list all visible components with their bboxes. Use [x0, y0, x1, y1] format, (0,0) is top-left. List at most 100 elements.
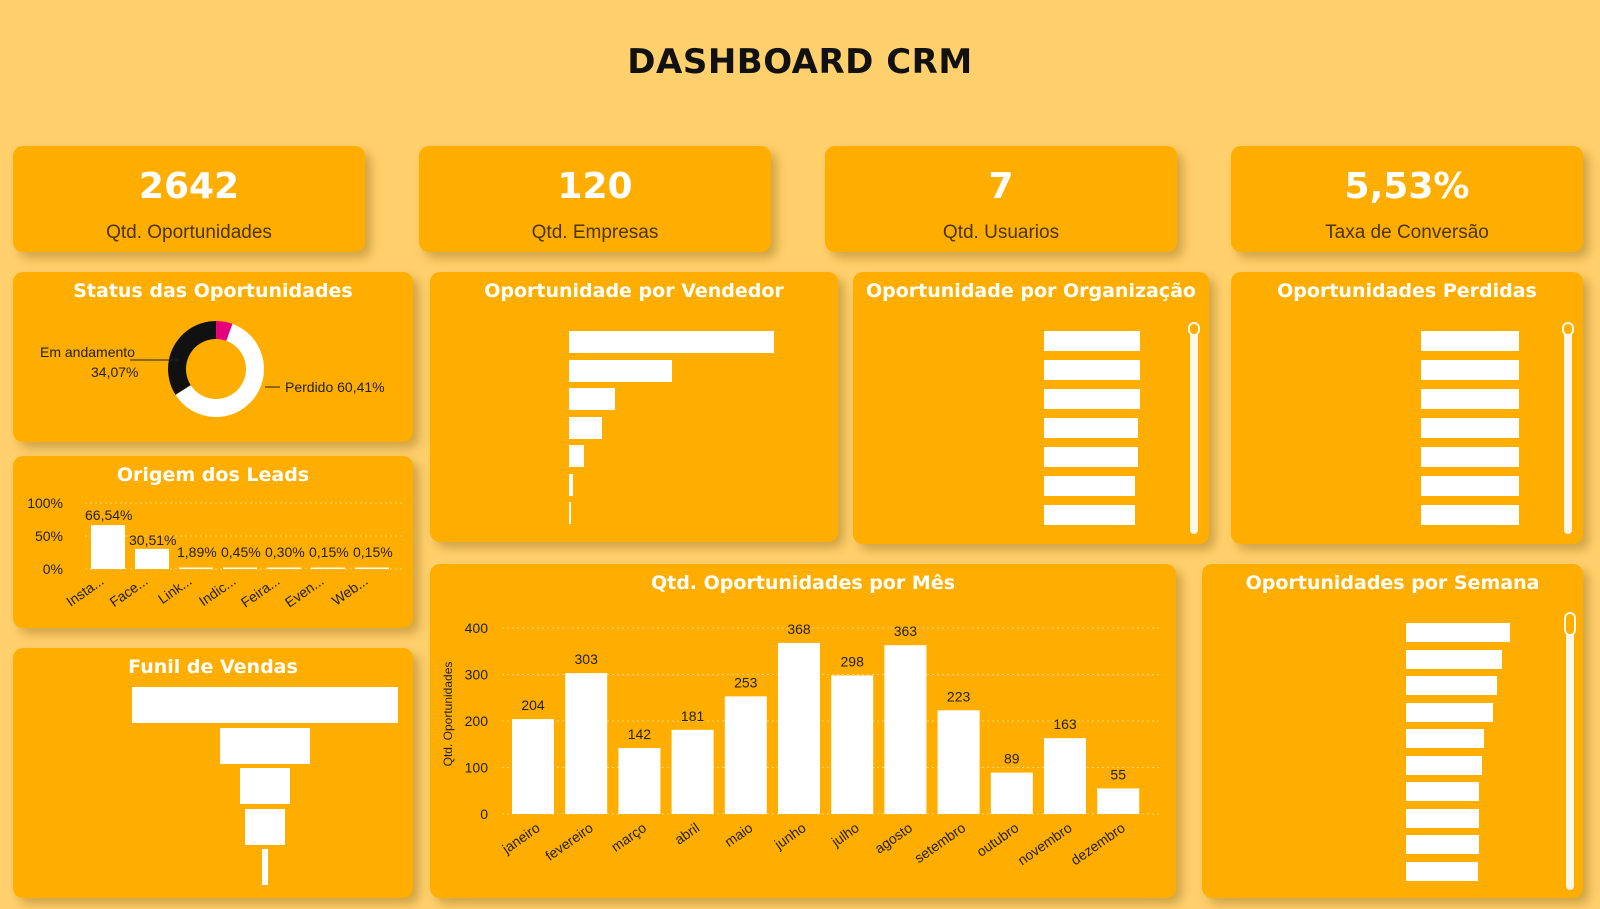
bar[interactable] — [1406, 861, 1478, 881]
lead-value-label: 0,30% — [265, 544, 305, 560]
funil-chart-card[interactable]: Funil de Vendas — [13, 648, 413, 898]
month-value-label: 363 — [894, 623, 918, 639]
lead-bar[interactable] — [179, 567, 213, 570]
bar[interactable] — [1421, 447, 1519, 467]
month-bar[interactable] — [990, 772, 1033, 814]
kpi-card-conversao[interactable]: 5,53% Taxa de Conversão — [1231, 146, 1583, 252]
month-bar[interactable] — [831, 675, 874, 814]
lead-category-label: Indic... — [196, 572, 239, 609]
bar[interactable] — [1044, 447, 1138, 467]
bar[interactable] — [1406, 649, 1503, 669]
status-chart-card[interactable]: Status das Oportunidades Em andamento 34… — [13, 272, 413, 442]
scroll-thumb[interactable] — [1562, 322, 1574, 336]
month-bar[interactable] — [618, 747, 661, 814]
month-bar[interactable] — [724, 696, 767, 814]
month-value-label: 163 — [1053, 716, 1077, 732]
bar[interactable] — [569, 473, 574, 496]
lead-bar[interactable] — [91, 525, 125, 569]
chart-title: Status das Oportunidades — [73, 280, 353, 302]
vendedor-chart-card[interactable]: Oportunidade por Vendedor — [430, 272, 838, 542]
bar[interactable] — [1406, 835, 1480, 854]
bar[interactable] — [569, 331, 774, 353]
bar[interactable] — [569, 502, 571, 524]
kpi-card-usuarios[interactable]: 7 Qtd. Usuarios — [825, 146, 1177, 252]
bar[interactable] — [569, 445, 585, 467]
lead-bar[interactable] — [267, 567, 301, 570]
month-category-label: abril — [671, 819, 702, 847]
month-bar[interactable] — [778, 642, 820, 814]
scroll-thumb[interactable] — [1564, 612, 1576, 636]
month-category-label: dezembro — [1068, 819, 1128, 868]
month-bar[interactable] — [512, 719, 554, 814]
bar[interactable] — [1421, 360, 1519, 380]
kpi-value: 2642 — [138, 166, 240, 207]
donut-label-andamento-value: 34,07% — [91, 364, 138, 380]
bar[interactable] — [1044, 360, 1140, 380]
bar[interactable] — [1421, 389, 1519, 409]
bar[interactable] — [1406, 755, 1483, 775]
bar[interactable] — [1421, 418, 1519, 438]
lead-bar[interactable] — [223, 567, 257, 570]
month-category-label: agosto — [872, 819, 916, 856]
organizacao-chart-card[interactable]: Oportunidade por Organização — [853, 272, 1209, 544]
bar[interactable] — [1421, 505, 1519, 525]
funnel-bar[interactable] — [132, 687, 398, 723]
month-value-label: 298 — [841, 653, 865, 669]
bar[interactable] — [1044, 505, 1136, 525]
month-value-label: 223 — [947, 688, 971, 704]
lead-bar[interactable] — [311, 567, 345, 570]
bar[interactable] — [569, 359, 673, 382]
kpi-card-oportunidades[interactable]: 2642 Qtd. Oportunidades — [13, 146, 365, 252]
donut-label-perdido: Perdido 60,41% — [285, 379, 385, 395]
lead-bar[interactable] — [135, 548, 169, 569]
month-bar[interactable] — [1097, 788, 1140, 814]
bar[interactable] — [1044, 418, 1138, 438]
kpi-label: Qtd. Empresas — [531, 222, 659, 243]
donut-label-andamento-name: Em andamento — [40, 344, 135, 360]
bar[interactable] — [1421, 476, 1519, 496]
bar[interactable] — [1406, 702, 1493, 722]
lead-value-label: 0,15% — [309, 544, 349, 560]
month-bar[interactable] — [937, 710, 980, 814]
bar[interactable] — [1406, 676, 1497, 695]
month-bar[interactable] — [671, 729, 714, 814]
perdidas-chart-card[interactable]: Oportunidades Perdidas — [1231, 272, 1583, 544]
semana-chart-card[interactable]: Oportunidades por Semana — [1202, 564, 1583, 898]
y-axis-label: Qtd. Oportunidades — [441, 662, 455, 767]
funnel-bar[interactable] — [220, 727, 310, 764]
semana-scrollbar[interactable] — [1564, 612, 1576, 890]
funnel-bar[interactable] — [244, 808, 286, 845]
chart-title: Oportunidade por Organização — [866, 280, 1196, 302]
leads-chart-card[interactable]: Origem dos Leads 100% 50% 0% 66,54% Insta...… — [13, 456, 413, 628]
perdidas-scrollbar[interactable] — [1562, 322, 1574, 534]
bar[interactable] — [1406, 782, 1480, 801]
kpi-value: 7 — [988, 166, 1014, 207]
kpi-card-empresas[interactable]: 120 Qtd. Empresas — [419, 146, 771, 252]
donut-slice-2[interactable] — [216, 321, 233, 341]
bar[interactable] — [1406, 808, 1480, 828]
bar[interactable] — [1406, 729, 1484, 748]
bar[interactable] — [1421, 331, 1519, 351]
mes-chart-card[interactable]: Qtd. Oportunidades por Mês 400 300 200 100 0… — [430, 564, 1176, 898]
month-category-label: janeiro — [498, 819, 543, 857]
month-bar[interactable] — [565, 673, 608, 814]
bar[interactable] — [1406, 623, 1510, 642]
funnel-bar[interactable] — [239, 768, 291, 804]
lead-category-label: Even... — [282, 572, 327, 610]
donut-slice-1[interactable] — [168, 321, 217, 395]
y-tick-label: 300 — [465, 667, 489, 683]
month-value-label: 368 — [787, 621, 811, 637]
bar[interactable] — [1044, 331, 1140, 351]
bar[interactable] — [569, 416, 603, 439]
scroll-thumb[interactable] — [1188, 322, 1200, 336]
month-bar[interactable] — [1044, 738, 1086, 814]
bar[interactable] — [1044, 476, 1136, 496]
funnel-bar[interactable] — [262, 849, 268, 885]
bar[interactable] — [1044, 389, 1140, 409]
month-bar[interactable] — [884, 645, 927, 814]
organizacao-scrollbar[interactable] — [1188, 322, 1200, 534]
donut-slice-0[interactable] — [175, 323, 264, 417]
bar[interactable] — [569, 388, 615, 410]
month-value-label: 142 — [628, 726, 652, 742]
lead-bar[interactable] — [355, 567, 389, 570]
